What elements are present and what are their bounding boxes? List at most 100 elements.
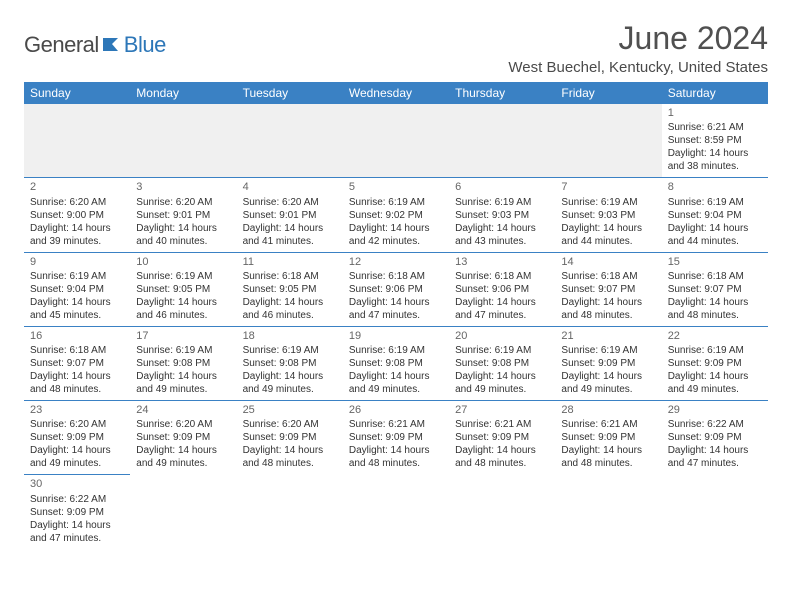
sunrise-text: Sunrise: 6:19 AM: [349, 196, 443, 209]
day-number: 5: [349, 180, 443, 194]
sunrise-text: Sunrise: 6:19 AM: [30, 270, 124, 283]
sunset-text: Sunset: 9:09 PM: [243, 431, 337, 444]
page-header: General Blue June 2024 West Buechel, Ken…: [24, 20, 768, 76]
daylight-text: Daylight: 14 hours and 49 minutes.: [561, 370, 655, 396]
day-number: 16: [30, 329, 124, 343]
sunset-text: Sunset: 9:01 PM: [136, 209, 230, 222]
daylight-text: Daylight: 14 hours and 46 minutes.: [136, 296, 230, 322]
calendar-day-cell: 15Sunrise: 6:18 AMSunset: 9:07 PMDayligh…: [662, 252, 768, 326]
daylight-text: Daylight: 14 hours and 48 minutes.: [561, 296, 655, 322]
sunset-text: Sunset: 9:03 PM: [561, 209, 655, 222]
sunset-text: Sunset: 9:09 PM: [136, 431, 230, 444]
day-number: 30: [30, 477, 124, 491]
daylight-text: Daylight: 14 hours and 47 minutes.: [455, 296, 549, 322]
daylight-text: Daylight: 14 hours and 49 minutes.: [455, 370, 549, 396]
sunrise-text: Sunrise: 6:19 AM: [243, 344, 337, 357]
daylight-text: Daylight: 14 hours and 48 minutes.: [668, 296, 762, 322]
flag-icon: [102, 36, 122, 57]
sunset-text: Sunset: 9:05 PM: [243, 283, 337, 296]
calendar-day-cell: [343, 104, 449, 178]
calendar-day-cell: 6Sunrise: 6:19 AMSunset: 9:03 PMDaylight…: [449, 178, 555, 252]
calendar-day-cell: 25Sunrise: 6:20 AMSunset: 9:09 PMDayligh…: [237, 401, 343, 475]
sunset-text: Sunset: 9:07 PM: [668, 283, 762, 296]
calendar-day-cell: 18Sunrise: 6:19 AMSunset: 9:08 PMDayligh…: [237, 326, 343, 400]
day-number: 2: [30, 180, 124, 194]
calendar-day-cell: [449, 104, 555, 178]
daylight-text: Daylight: 14 hours and 49 minutes.: [30, 444, 124, 470]
calendar-day-cell: 13Sunrise: 6:18 AMSunset: 9:06 PMDayligh…: [449, 252, 555, 326]
daylight-text: Daylight: 14 hours and 47 minutes.: [668, 444, 762, 470]
calendar-week-row: 9Sunrise: 6:19 AMSunset: 9:04 PMDaylight…: [24, 252, 768, 326]
day-number: 10: [136, 255, 230, 269]
sunrise-text: Sunrise: 6:19 AM: [136, 344, 230, 357]
calendar-week-row: 1Sunrise: 6:21 AMSunset: 8:59 PMDaylight…: [24, 104, 768, 178]
calendar-table: Sunday Monday Tuesday Wednesday Thursday…: [24, 82, 768, 549]
sunrise-text: Sunrise: 6:22 AM: [30, 493, 124, 506]
day-header-sat: Saturday: [662, 82, 768, 104]
calendar-day-cell: 10Sunrise: 6:19 AMSunset: 9:05 PMDayligh…: [130, 252, 236, 326]
sunset-text: Sunset: 9:00 PM: [30, 209, 124, 222]
calendar-header-row: Sunday Monday Tuesday Wednesday Thursday…: [24, 82, 768, 104]
calendar-day-cell: 12Sunrise: 6:18 AMSunset: 9:06 PMDayligh…: [343, 252, 449, 326]
sunset-text: Sunset: 9:08 PM: [243, 357, 337, 370]
sunset-text: Sunset: 9:03 PM: [455, 209, 549, 222]
calendar-day-cell: [237, 104, 343, 178]
daylight-text: Daylight: 14 hours and 47 minutes.: [30, 519, 124, 545]
daylight-text: Daylight: 14 hours and 49 minutes.: [349, 370, 443, 396]
day-number: 23: [30, 403, 124, 417]
sunrise-text: Sunrise: 6:18 AM: [349, 270, 443, 283]
logo-text-part1: General: [24, 32, 99, 58]
calendar-day-cell: 2Sunrise: 6:20 AMSunset: 9:00 PMDaylight…: [24, 178, 130, 252]
sunrise-text: Sunrise: 6:19 AM: [561, 196, 655, 209]
sunrise-text: Sunrise: 6:19 AM: [136, 270, 230, 283]
sunset-text: Sunset: 9:07 PM: [561, 283, 655, 296]
daylight-text: Daylight: 14 hours and 49 minutes.: [136, 444, 230, 470]
sunrise-text: Sunrise: 6:20 AM: [136, 418, 230, 431]
sunrise-text: Sunrise: 6:19 AM: [455, 344, 549, 357]
day-number: 12: [349, 255, 443, 269]
calendar-day-cell: 17Sunrise: 6:19 AMSunset: 9:08 PMDayligh…: [130, 326, 236, 400]
daylight-text: Daylight: 14 hours and 40 minutes.: [136, 222, 230, 248]
sunrise-text: Sunrise: 6:22 AM: [668, 418, 762, 431]
daylight-text: Daylight: 14 hours and 48 minutes.: [349, 444, 443, 470]
calendar-day-cell: 29Sunrise: 6:22 AMSunset: 9:09 PMDayligh…: [662, 401, 768, 475]
calendar-day-cell: 20Sunrise: 6:19 AMSunset: 9:08 PMDayligh…: [449, 326, 555, 400]
day-number: 15: [668, 255, 762, 269]
calendar-day-cell: 9Sunrise: 6:19 AMSunset: 9:04 PMDaylight…: [24, 252, 130, 326]
calendar-day-cell: 7Sunrise: 6:19 AMSunset: 9:03 PMDaylight…: [555, 178, 661, 252]
calendar-body: 1Sunrise: 6:21 AMSunset: 8:59 PMDaylight…: [24, 104, 768, 549]
day-number: 28: [561, 403, 655, 417]
sunset-text: Sunset: 9:08 PM: [455, 357, 549, 370]
sunset-text: Sunset: 9:07 PM: [30, 357, 124, 370]
calendar-day-cell: 3Sunrise: 6:20 AMSunset: 9:01 PMDaylight…: [130, 178, 236, 252]
day-number: 19: [349, 329, 443, 343]
sunrise-text: Sunrise: 6:19 AM: [668, 196, 762, 209]
title-block: June 2024 West Buechel, Kentucky, United…: [508, 20, 768, 76]
calendar-day-cell: 8Sunrise: 6:19 AMSunset: 9:04 PMDaylight…: [662, 178, 768, 252]
sunrise-text: Sunrise: 6:21 AM: [455, 418, 549, 431]
calendar-day-cell: [555, 104, 661, 178]
calendar-day-cell: 4Sunrise: 6:20 AMSunset: 9:01 PMDaylight…: [237, 178, 343, 252]
daylight-text: Daylight: 14 hours and 47 minutes.: [349, 296, 443, 322]
daylight-text: Daylight: 14 hours and 41 minutes.: [243, 222, 337, 248]
sunset-text: Sunset: 9:09 PM: [561, 431, 655, 444]
calendar-day-cell: 19Sunrise: 6:19 AMSunset: 9:08 PMDayligh…: [343, 326, 449, 400]
day-number: 22: [668, 329, 762, 343]
daylight-text: Daylight: 14 hours and 43 minutes.: [455, 222, 549, 248]
calendar-day-cell: 23Sunrise: 6:20 AMSunset: 9:09 PMDayligh…: [24, 401, 130, 475]
day-header-fri: Friday: [555, 82, 661, 104]
sunrise-text: Sunrise: 6:18 AM: [455, 270, 549, 283]
sunset-text: Sunset: 9:02 PM: [349, 209, 443, 222]
sunset-text: Sunset: 9:09 PM: [561, 357, 655, 370]
logo-text-part2: Blue: [124, 32, 166, 58]
sunrise-text: Sunrise: 6:19 AM: [455, 196, 549, 209]
calendar-day-cell: 28Sunrise: 6:21 AMSunset: 9:09 PMDayligh…: [555, 401, 661, 475]
sunset-text: Sunset: 9:09 PM: [30, 506, 124, 519]
daylight-text: Daylight: 14 hours and 44 minutes.: [561, 222, 655, 248]
calendar-day-cell: [343, 475, 449, 549]
sunset-text: Sunset: 9:09 PM: [349, 431, 443, 444]
daylight-text: Daylight: 14 hours and 49 minutes.: [668, 370, 762, 396]
daylight-text: Daylight: 14 hours and 48 minutes.: [455, 444, 549, 470]
sunset-text: Sunset: 9:05 PM: [136, 283, 230, 296]
day-number: 9: [30, 255, 124, 269]
